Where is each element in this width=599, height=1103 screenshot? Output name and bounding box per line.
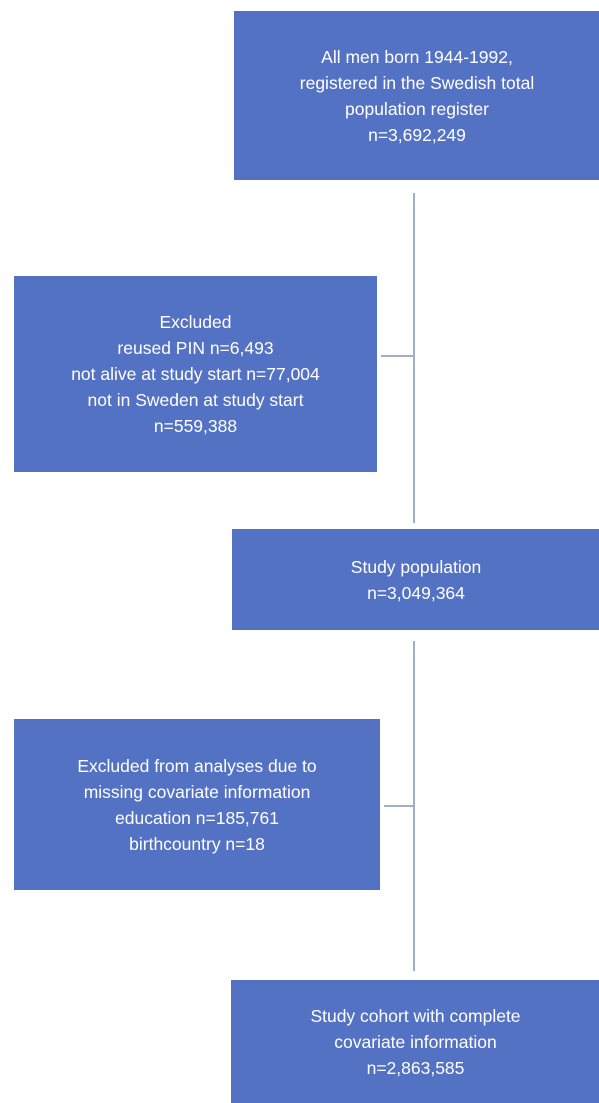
connector-vertical-1 <box>413 193 415 523</box>
study-population-title: Study population <box>350 556 482 577</box>
exclusion-2-line: birthcountry n=18 <box>129 833 265 854</box>
exclusion-2-line: missing covariate information <box>83 781 311 802</box>
study-population-count: n=3,049,364 <box>367 582 465 603</box>
exclusion-1-line: reused PIN n=6,493 <box>117 338 274 358</box>
exclusion-1-line: n=559,388 <box>153 416 238 436</box>
connector-vertical-2 <box>413 641 415 971</box>
study-population-box: Study population n=3,049,364 <box>232 529 599 630</box>
exclusion-1-line: not in Sweden at study start <box>87 390 304 410</box>
final-cohort-box: Study cohort with complete covariate inf… <box>231 980 599 1103</box>
start-population-line: All men born 1944-1992, <box>321 46 513 67</box>
final-cohort-count: n=2,863,585 <box>366 1057 465 1078</box>
final-cohort-title: Study cohort with complete <box>310 1005 521 1026</box>
start-population-count: n=3,692,249 <box>368 124 466 145</box>
exclusion-box-2: Excluded from analyses due to missing co… <box>14 719 380 890</box>
exclusion-1-line: not alive at study start n=77,004 <box>71 364 320 384</box>
start-population-line: registered in the Swedish total <box>299 72 535 93</box>
exclusion-box-1: Excluded reused PIN n=6,493 not alive at… <box>14 276 377 472</box>
start-population-line: population register <box>345 98 489 119</box>
final-cohort-line: covariate information <box>334 1031 497 1052</box>
connector-branch-exclusion-1 <box>381 355 414 357</box>
exclusion-2-title: Excluded from analyses due to <box>77 755 317 776</box>
start-population-box: All men born 1944-1992, registered in th… <box>234 11 599 180</box>
exclusion-1-title: Excluded <box>159 312 232 332</box>
exclusion-2-line: education n=185,761 <box>115 807 279 828</box>
connector-branch-exclusion-2 <box>384 805 414 807</box>
